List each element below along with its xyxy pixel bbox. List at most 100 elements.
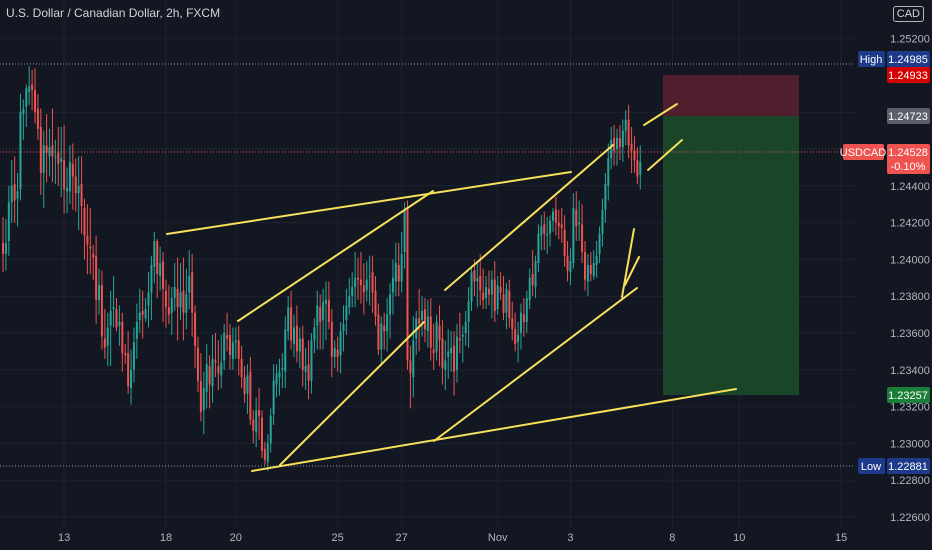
candle — [453, 331, 456, 396]
candle — [589, 252, 592, 282]
candle — [386, 298, 389, 352]
stop-loss-zone[interactable] — [663, 75, 799, 116]
price-tick-label: 1.23200 — [890, 402, 930, 414]
candle — [95, 235, 98, 324]
candle — [610, 126, 613, 170]
candle — [293, 314, 295, 357]
candle — [525, 290, 528, 333]
candle — [138, 288, 141, 333]
time-tick-label: 3 — [567, 532, 573, 544]
trendline-channel1-upper[interactable] — [237, 190, 434, 322]
candle — [45, 114, 48, 183]
candle — [106, 312, 109, 367]
candle — [371, 255, 374, 313]
take-profit-zone[interactable] — [663, 116, 799, 395]
candle — [342, 305, 345, 352]
candle — [403, 202, 406, 269]
current-price-badge: USDCAD 1.24528 -0.10% — [840, 144, 930, 174]
position-zones — [663, 75, 799, 395]
candle — [220, 334, 223, 389]
candle — [295, 305, 298, 363]
candle — [319, 294, 322, 350]
trendline-channel1-lower[interactable] — [279, 321, 425, 466]
candle — [132, 327, 135, 383]
candle — [92, 244, 95, 280]
trendline-flag-right[interactable] — [624, 256, 640, 286]
candle — [627, 104, 630, 159]
price-axis[interactable] — [855, 0, 932, 528]
candle — [36, 93, 39, 140]
candle — [301, 325, 304, 387]
price-tick-label: 1.23600 — [890, 328, 930, 340]
candle — [260, 410, 263, 459]
trendline-channel2-lower[interactable] — [433, 287, 638, 442]
trendline-top-wide[interactable] — [166, 171, 572, 235]
candle — [307, 340, 310, 400]
candle — [246, 364, 249, 414]
candle — [243, 366, 246, 403]
candle — [578, 200, 581, 242]
trendline-flag-left[interactable] — [621, 228, 635, 298]
candle — [391, 259, 394, 315]
candle — [557, 209, 560, 240]
candle — [54, 139, 57, 184]
low-badge: Low 1.22881 — [858, 458, 930, 474]
candle — [226, 312, 229, 352]
stop-price-value: 1.24933 — [888, 70, 928, 82]
candle — [450, 331, 453, 372]
candle — [208, 355, 211, 409]
high-badge: High 1.24985 — [858, 51, 930, 67]
candle — [7, 185, 10, 256]
time-axis-ticks: 13 18 20 25 27 Nov 3 8 10 15 — [58, 532, 847, 544]
price-tick-label: 1.24200 — [890, 218, 930, 230]
candle — [586, 253, 589, 297]
candle — [231, 327, 234, 370]
candle — [173, 263, 176, 311]
candle — [357, 257, 360, 300]
candle — [327, 281, 330, 330]
candle — [394, 242, 397, 297]
price-tick-label: 1.23400 — [890, 365, 930, 377]
candle — [13, 156, 16, 223]
candle — [22, 99, 25, 140]
currency-button[interactable]: CAD — [892, 6, 924, 22]
chart-title: U.S. Dollar / Canadian Dollar, 2h, FXCM — [6, 6, 221, 20]
trendline-base[interactable] — [251, 388, 737, 472]
candle — [170, 286, 173, 335]
trendline-wedge-right[interactable] — [647, 139, 683, 171]
candle — [409, 345, 412, 409]
candle — [266, 434, 269, 471]
trendline-channel2-upper[interactable] — [444, 144, 614, 291]
candle — [531, 250, 534, 297]
price-tick-label: 1.23800 — [890, 291, 930, 303]
candle — [164, 279, 167, 328]
candle — [464, 310, 467, 346]
candle — [330, 309, 333, 378]
candle — [272, 364, 275, 425]
candle — [508, 279, 511, 328]
candle — [287, 296, 290, 341]
candle — [354, 252, 357, 308]
candle — [584, 241, 586, 291]
candle — [252, 410, 255, 444]
time-tick-label: 13 — [58, 532, 70, 544]
candle — [147, 272, 150, 328]
candle — [278, 358, 281, 396]
candle — [185, 268, 188, 330]
candle — [188, 250, 191, 310]
time-tick-label: 15 — [835, 532, 847, 544]
candle — [470, 266, 473, 311]
trendline-wedge-upper[interactable] — [643, 103, 678, 126]
candle — [34, 68, 37, 124]
candle — [118, 305, 121, 346]
candle — [223, 323, 226, 370]
candle — [406, 200, 409, 370]
price-tick-label: 1.24000 — [890, 254, 930, 266]
candle — [633, 136, 636, 173]
candle — [348, 277, 351, 315]
candle — [429, 298, 432, 361]
candle — [57, 126, 60, 186]
candle — [499, 272, 502, 300]
